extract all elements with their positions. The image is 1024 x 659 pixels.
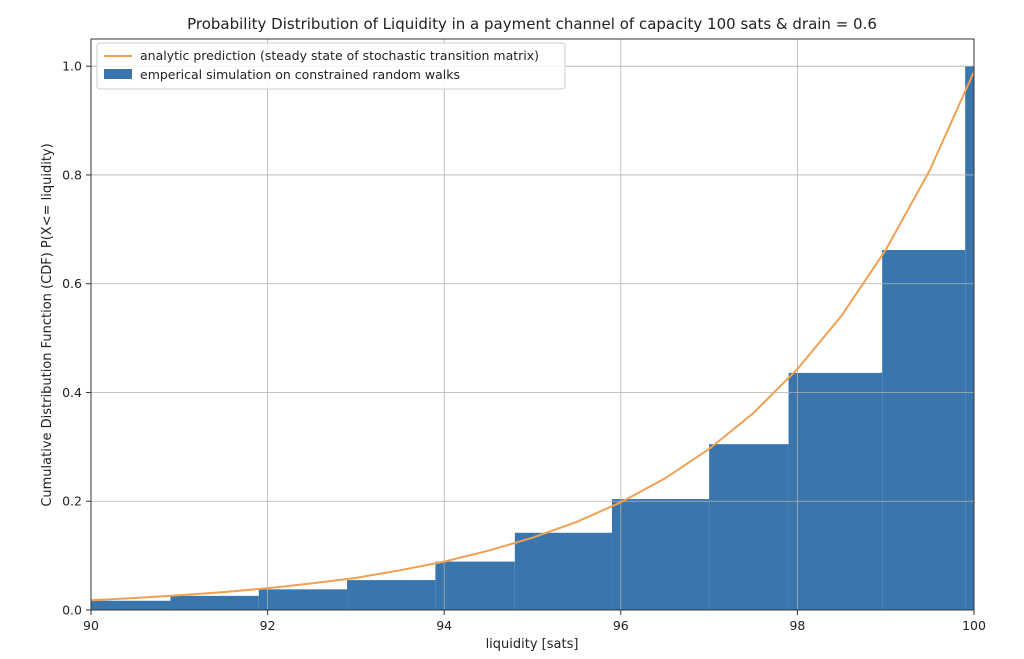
x-tick-label-0: 90 bbox=[83, 618, 99, 633]
legend-label-empirical: emperical simulation on constrained rand… bbox=[140, 67, 460, 82]
x-tick-label-5: 100 bbox=[962, 618, 986, 633]
analytic-line bbox=[90, 71, 975, 602]
x-tick-label-1: 92 bbox=[260, 618, 276, 633]
y-tick-label-0: 0.0 bbox=[62, 603, 82, 618]
histogram-bar-3 bbox=[347, 580, 436, 610]
x-tick-label-4: 98 bbox=[789, 618, 805, 633]
histogram-bar-2 bbox=[258, 589, 348, 610]
x-axis-label: liquidity [sats] bbox=[486, 637, 579, 652]
legend: analytic prediction (steady state of sto… bbox=[96, 42, 566, 90]
histogram-bars bbox=[91, 66, 974, 610]
histogram-bar-1 bbox=[170, 595, 259, 610]
x-tick-label-3: 96 bbox=[613, 618, 629, 633]
histogram-bar-6 bbox=[611, 499, 710, 610]
legend-box bbox=[96, 42, 566, 90]
plot-frame bbox=[90, 38, 975, 611]
y-tick-label-2: 0.4 bbox=[62, 385, 82, 400]
y-tick-label-3: 0.6 bbox=[62, 276, 82, 291]
histogram-bar-9 bbox=[882, 249, 966, 610]
histogram-bar-5 bbox=[514, 532, 612, 610]
histogram-bar-4 bbox=[435, 561, 515, 610]
y-tick-label-4: 0.8 bbox=[62, 167, 82, 182]
y-tick-label-5: 1.0 bbox=[62, 59, 82, 74]
y-axis-ticks: 0.0 0.2 0.4 0.6 0.8 1.0 bbox=[62, 59, 91, 618]
histogram-bar-7 bbox=[709, 444, 789, 610]
legend-bar-swatch bbox=[104, 69, 132, 79]
x-axis-ticks: 90 92 94 96 98 100 bbox=[83, 610, 986, 633]
y-tick-label-1: 0.2 bbox=[62, 494, 82, 509]
plot-area bbox=[90, 38, 975, 611]
histogram-bar-10 bbox=[965, 66, 974, 610]
chart-title: Probability Distribution of Liquidity in… bbox=[187, 15, 877, 33]
histogram-bar-0 bbox=[91, 600, 171, 610]
legend-label-analytic: analytic prediction (steady state of sto… bbox=[140, 48, 539, 63]
y-axis-label: Cumulative Distribution Function (CDF) P… bbox=[40, 143, 55, 506]
histogram-bar-8 bbox=[788, 372, 883, 610]
x-tick-label-2: 94 bbox=[436, 618, 452, 633]
